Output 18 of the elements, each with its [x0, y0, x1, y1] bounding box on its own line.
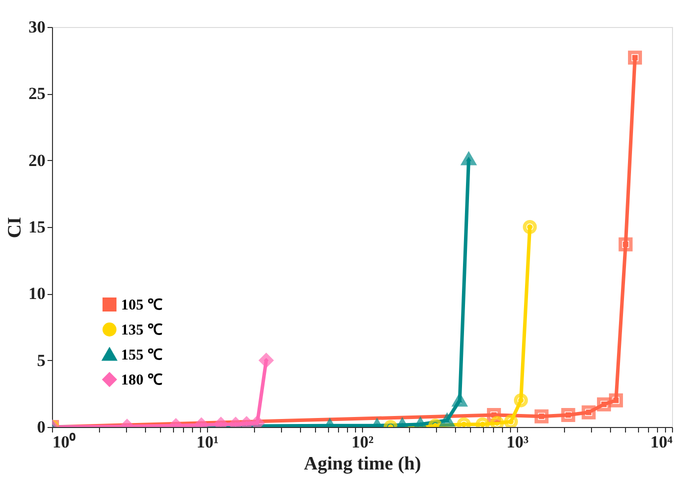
x-tick-label: 10¹	[196, 432, 219, 452]
x-tick-label: 10⁴	[650, 432, 672, 452]
y-tick-label: 5	[37, 350, 46, 370]
x-tick-label: 10²	[351, 432, 374, 452]
y-tick-label: 20	[28, 150, 46, 170]
y-axis-title: CI	[4, 216, 26, 238]
y-tick-label: 25	[28, 84, 46, 104]
legend-label: 105 ℃	[121, 298, 162, 314]
y-tick-label: 30	[28, 18, 46, 36]
y-tick-label: 10	[28, 284, 46, 304]
x-tick-label: 10³	[506, 432, 529, 452]
legend-label: 180 ℃	[121, 372, 162, 388]
legend-label: 155 ℃	[121, 348, 162, 364]
y-tick-label: 15	[28, 218, 46, 236]
x-axis-title: Aging time (h)	[304, 454, 422, 474]
legend-label: 135 ℃	[121, 322, 162, 338]
x-tick-label: 10⁰	[52, 432, 76, 452]
y-tick-label: 0	[37, 418, 46, 436]
